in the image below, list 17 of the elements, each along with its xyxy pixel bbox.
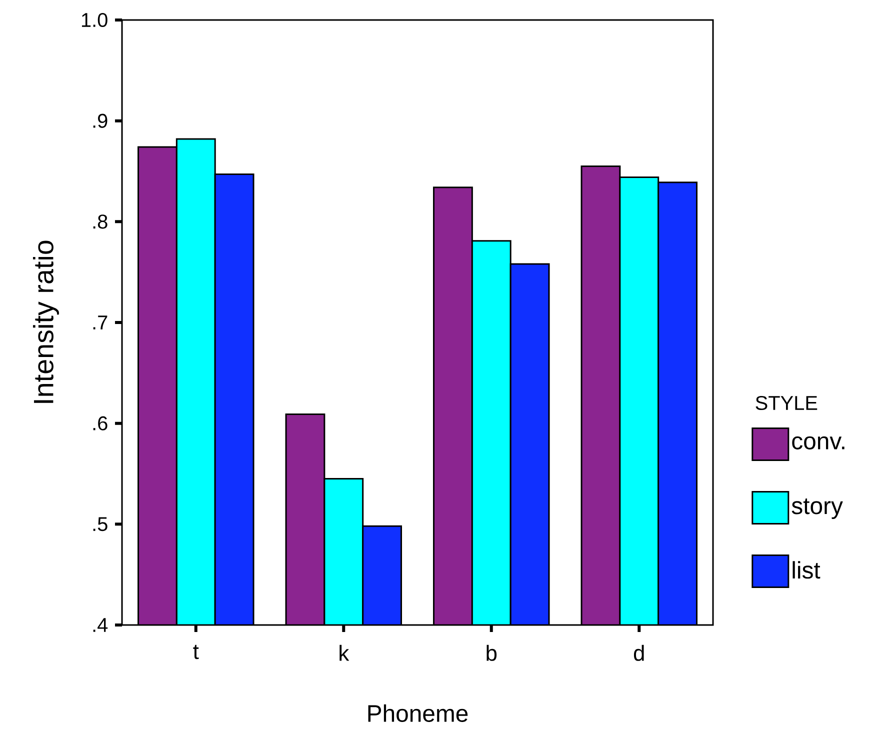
legend-label: story <box>792 498 843 519</box>
legend-label: list <box>792 561 820 579</box>
x-axis-title: Phoneme <box>368 704 468 722</box>
y-tick-label: .7 <box>93 316 108 330</box>
y-tick-label: .8 <box>93 214 108 229</box>
y-axis-title: Intensity ratio <box>32 240 59 403</box>
y-tick-label: .4 <box>93 618 108 632</box>
legend-label: conv. <box>792 436 844 450</box>
y-tick-label: .6 <box>93 416 108 430</box>
x-tick-label: t <box>193 644 199 660</box>
legend-title: STYLE <box>756 396 818 410</box>
y-tick-label: .5 <box>93 517 108 532</box>
x-tick-label: k <box>340 644 350 661</box>
y-tick-label: .9 <box>93 114 108 128</box>
y-tick-label: 1.0 <box>82 12 108 28</box>
x-tick-label: d <box>634 644 644 661</box>
x-tick-label: b <box>486 644 497 661</box>
